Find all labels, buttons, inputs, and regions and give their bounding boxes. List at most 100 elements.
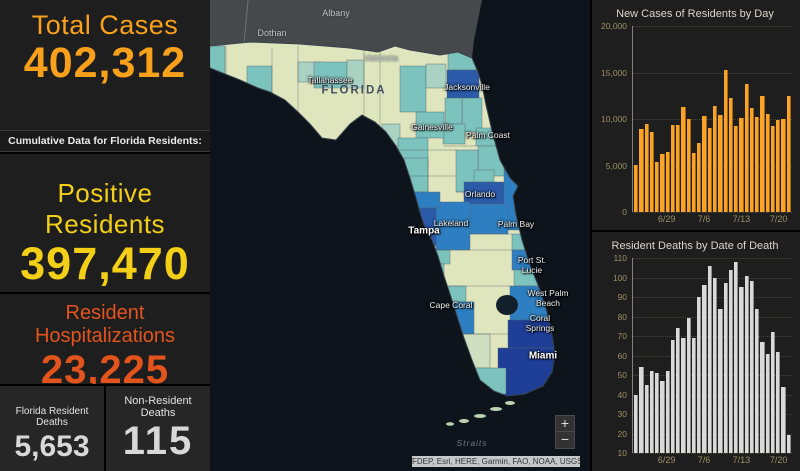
bar[interactable] bbox=[686, 119, 691, 212]
bar[interactable] bbox=[660, 154, 665, 212]
bar[interactable] bbox=[760, 95, 765, 212]
bar[interactable] bbox=[676, 328, 681, 453]
bar[interactable] bbox=[776, 119, 781, 212]
bar[interactable] bbox=[660, 380, 665, 453]
cumulative-band-text: Cumulative Data for Florida Residents: bbox=[8, 135, 202, 147]
florida-resident-deaths-value: 5,653 bbox=[14, 430, 90, 463]
florida-keys bbox=[446, 401, 515, 426]
gridline bbox=[633, 72, 792, 74]
bar[interactable] bbox=[697, 297, 702, 453]
bar[interactable] bbox=[712, 105, 718, 212]
bar[interactable] bbox=[765, 353, 770, 453]
bar[interactable] bbox=[665, 371, 670, 453]
bar[interactable] bbox=[697, 143, 702, 212]
bar[interactable] bbox=[712, 277, 718, 453]
zoom-in-button[interactable]: + bbox=[555, 415, 575, 432]
gridline bbox=[633, 336, 792, 337]
bar[interactable] bbox=[786, 435, 791, 453]
lake-okeechobee bbox=[496, 295, 518, 315]
resident-deaths-x-axis: 6/29 7/6 7/13 7/20 bbox=[632, 453, 792, 467]
new-cases-y-axis: 0 5,000 10,000 15,000 20,000 bbox=[598, 21, 632, 217]
bar[interactable] bbox=[765, 114, 770, 212]
stats-sidebar: Total Cases 402,312 Cumulative Data for … bbox=[0, 0, 210, 471]
non-resident-deaths-panel: Non-Resident Deaths 115 bbox=[104, 386, 210, 471]
bar[interactable] bbox=[749, 107, 755, 212]
gridline bbox=[633, 277, 792, 279]
gridline bbox=[633, 297, 792, 298]
bar[interactable] bbox=[649, 371, 655, 453]
out-of-state-land bbox=[210, 0, 482, 58]
bar[interactable] bbox=[734, 125, 739, 212]
bar[interactable] bbox=[634, 394, 639, 453]
bar[interactable] bbox=[723, 283, 728, 453]
bar[interactable] bbox=[670, 124, 676, 212]
y-tick-label: 10,000 bbox=[601, 114, 627, 124]
bar-series bbox=[633, 258, 792, 453]
y-tick-label: 5,000 bbox=[605, 160, 627, 171]
bar[interactable] bbox=[655, 373, 660, 453]
bar[interactable] bbox=[770, 125, 776, 212]
map-attribution[interactable]: FDEP, Esri, HERE, Garmin, FAO, NOAA, USG… bbox=[412, 456, 580, 467]
bar[interactable] bbox=[649, 132, 655, 212]
bar[interactable] bbox=[707, 265, 712, 453]
bar[interactable] bbox=[776, 351, 781, 453]
bar[interactable] bbox=[644, 123, 649, 212]
x-tick-label: 7/13 bbox=[732, 214, 751, 224]
cumulative-band: Cumulative Data for Florida Residents: bbox=[0, 130, 210, 152]
bar[interactable] bbox=[739, 118, 744, 212]
y-tick-label: 0 bbox=[622, 207, 627, 217]
bar[interactable] bbox=[665, 151, 670, 212]
bar[interactable] bbox=[634, 164, 639, 212]
bar[interactable] bbox=[739, 287, 744, 453]
florida-choropleth-map[interactable]: Albany Dothan Valdosta Tallahassee FLORIDA Ja… bbox=[210, 0, 590, 471]
bar[interactable] bbox=[718, 308, 723, 453]
bar[interactable] bbox=[702, 116, 707, 212]
bar[interactable] bbox=[686, 318, 691, 453]
bar[interactable] bbox=[734, 261, 739, 453]
bar[interactable] bbox=[702, 285, 707, 453]
gridline bbox=[633, 26, 792, 27]
bar[interactable] bbox=[755, 308, 760, 453]
county-border-lines bbox=[225, 46, 512, 335]
gridline bbox=[633, 453, 792, 454]
bar[interactable] bbox=[639, 129, 644, 212]
resident-hospitalizations-panel: Resident Hospitalizations 23,225 bbox=[0, 292, 210, 392]
bar[interactable] bbox=[728, 97, 734, 212]
bar[interactable] bbox=[681, 106, 686, 212]
bar[interactable] bbox=[655, 161, 660, 212]
x-tick-label: 7/6 bbox=[697, 455, 711, 465]
gridline bbox=[633, 355, 792, 357]
bar[interactable] bbox=[723, 69, 728, 212]
bar[interactable] bbox=[691, 337, 697, 453]
bar[interactable] bbox=[691, 153, 697, 212]
x-tick-label: 7/13 bbox=[732, 455, 751, 465]
bar[interactable] bbox=[749, 281, 755, 453]
bar[interactable] bbox=[760, 341, 765, 453]
y-tick-label: 10 bbox=[617, 448, 627, 458]
bar[interactable] bbox=[639, 367, 644, 453]
x-tick-label: 6/29 bbox=[657, 455, 676, 465]
bar[interactable] bbox=[707, 128, 712, 212]
bar[interactable] bbox=[644, 384, 649, 453]
bar[interactable] bbox=[781, 386, 786, 453]
x-tick-label: 7/20 bbox=[769, 214, 788, 224]
y-tick-label: 100 bbox=[612, 272, 627, 283]
florida-counties[interactable] bbox=[210, 40, 590, 471]
zoom-out-button[interactable]: − bbox=[555, 432, 575, 449]
bar[interactable] bbox=[770, 332, 776, 453]
bar[interactable] bbox=[744, 83, 749, 212]
total-cases-value: 402,312 bbox=[23, 39, 187, 87]
bar[interactable] bbox=[670, 339, 676, 453]
bar[interactable] bbox=[755, 117, 760, 212]
bar[interactable] bbox=[728, 269, 734, 453]
bar[interactable] bbox=[786, 95, 791, 212]
bar[interactable] bbox=[718, 115, 723, 212]
bar[interactable] bbox=[744, 275, 749, 453]
bar[interactable] bbox=[681, 337, 686, 453]
bar[interactable] bbox=[781, 119, 786, 212]
gridline bbox=[633, 165, 792, 167]
florida-resident-deaths-panel: Florida Resident Deaths 5,653 bbox=[0, 386, 104, 471]
y-tick-label: 30 bbox=[617, 409, 627, 419]
bar[interactable] bbox=[676, 124, 681, 212]
